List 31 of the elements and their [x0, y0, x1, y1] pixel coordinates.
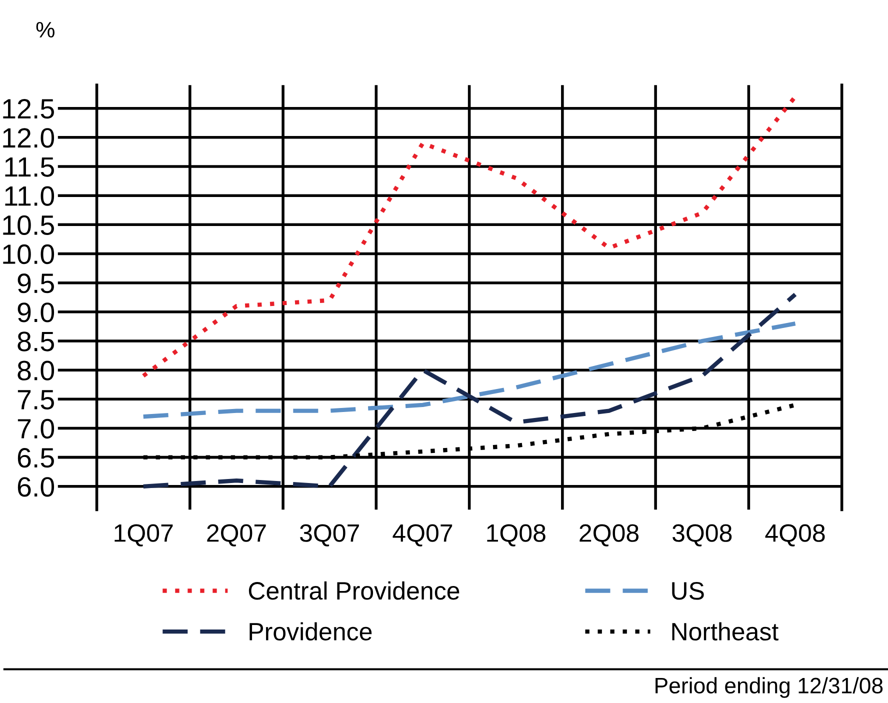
- x-tick-label: 3Q08: [672, 524, 732, 546]
- x-tick-label: 1Q07: [114, 524, 173, 546]
- y-tick-label: 9.5: [18, 273, 54, 294]
- y-tick-label: 7.5: [18, 390, 54, 410]
- text: Period ending 12/31/08: [656, 677, 883, 698]
- x-tick-label: 4Q08: [765, 524, 825, 546]
- x-tick-label: 2Q07: [207, 524, 266, 546]
- legend-label: Central Providence: [248, 581, 460, 600]
- y-tick-label: 8.5: [18, 332, 54, 352]
- y-tick-label: 12.0: [3, 128, 54, 148]
- y-tick-label: 8.0: [18, 360, 54, 380]
- legend-label: US: [672, 582, 704, 600]
- y-tick-label: 9.0: [18, 302, 54, 322]
- legend-label: Northeast: [672, 622, 778, 641]
- y-tick-label: 11.5: [5, 157, 54, 177]
- x-tick-label: 3Q07: [300, 524, 359, 546]
- line-series: [141, 292, 798, 488]
- y-tick-label: 12.5: [3, 99, 54, 119]
- legend-label: Providence: [250, 622, 372, 641]
- y-axis-title: %: [36, 22, 54, 38]
- line-series: [141, 321, 798, 419]
- x-tick-label: 4Q07: [392, 524, 452, 546]
- line-series: [141, 94, 798, 378]
- y-tick-label: 6.0: [18, 477, 54, 497]
- y-tick-label: 11.0: [5, 186, 54, 206]
- y-tick-label: 10.5: [3, 215, 54, 235]
- x-tick-label: 1Q08: [487, 524, 546, 546]
- y-tick-label: 6.5: [18, 448, 54, 468]
- y-tick-label: 7.0: [18, 418, 54, 439]
- x-tick-label: 2Q08: [580, 524, 638, 546]
- y-tick-label: 10.0: [3, 244, 54, 264]
